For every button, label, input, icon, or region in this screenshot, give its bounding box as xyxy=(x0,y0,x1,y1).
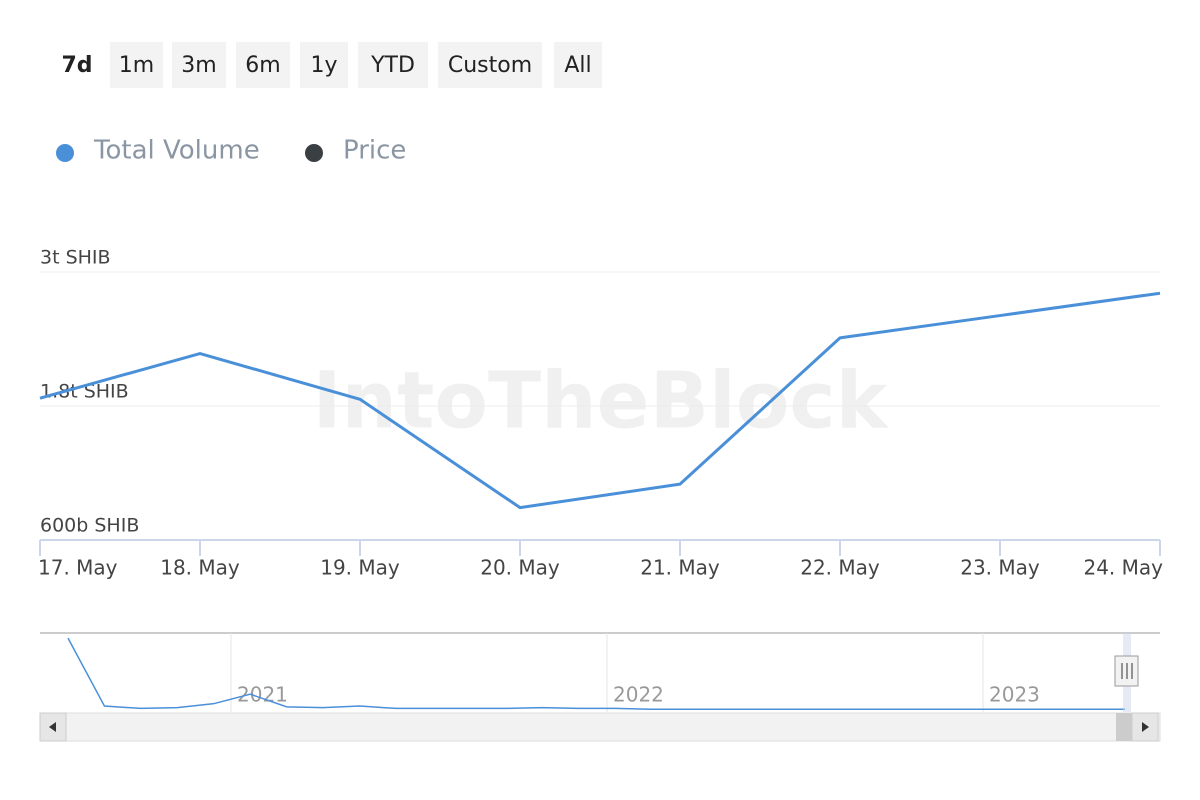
x-tick-label: 20. May xyxy=(480,556,560,580)
x-tick-label: 22. May xyxy=(800,556,880,580)
range-button[interactable] xyxy=(438,42,542,88)
x-tick-label: 17. May xyxy=(38,556,118,580)
series-line xyxy=(39,291,1161,510)
legend-marker[interactable] xyxy=(305,144,323,162)
range-button-label[interactable]: YTD xyxy=(370,53,415,78)
range-button-label[interactable]: 7d xyxy=(61,53,92,78)
legend-label[interactable]: Price xyxy=(343,136,406,166)
x-tick-label: 24. May xyxy=(1083,556,1163,580)
navigator-label: 2021 xyxy=(237,683,288,707)
range-button-label[interactable]: Custom xyxy=(448,53,532,78)
legend-label[interactable]: Total Volume xyxy=(93,136,260,166)
y-tick-label: 1.8t SHIB xyxy=(40,381,129,403)
navigator-label: 2022 xyxy=(613,683,664,707)
range-button[interactable] xyxy=(52,42,102,88)
x-tick-label: 23. May xyxy=(960,556,1040,580)
navigator-line xyxy=(67,637,1125,710)
range-button[interactable] xyxy=(358,42,428,88)
range-button-label[interactable]: All xyxy=(564,53,591,78)
range-button[interactable] xyxy=(300,42,348,88)
range-button-label[interactable]: 1m xyxy=(119,53,154,78)
range-button-label[interactable]: 3m xyxy=(181,53,216,78)
range-button[interactable] xyxy=(172,42,226,88)
arrow-left xyxy=(49,722,56,732)
range-button[interactable] xyxy=(110,42,163,88)
x-tick-label: 21. May xyxy=(640,556,720,580)
y-tick-label: 600b SHIB xyxy=(40,515,139,537)
legend-marker[interactable] xyxy=(56,144,74,162)
x-tick-label: 18. May xyxy=(160,556,240,580)
range-button[interactable] xyxy=(236,42,290,88)
range-button-label[interactable]: 1y xyxy=(310,53,337,78)
scrollbar-track xyxy=(39,712,1161,742)
arrow-right xyxy=(1142,722,1149,732)
navigator-label: 2023 xyxy=(989,683,1040,707)
range-button-label[interactable]: 6m xyxy=(245,53,280,78)
range-button[interactable] xyxy=(554,42,602,88)
scrollbar-thumb[interactable] xyxy=(1116,713,1132,741)
y-tick-label: 3t SHIB xyxy=(40,247,111,269)
x-tick-label: 19. May xyxy=(320,556,400,580)
